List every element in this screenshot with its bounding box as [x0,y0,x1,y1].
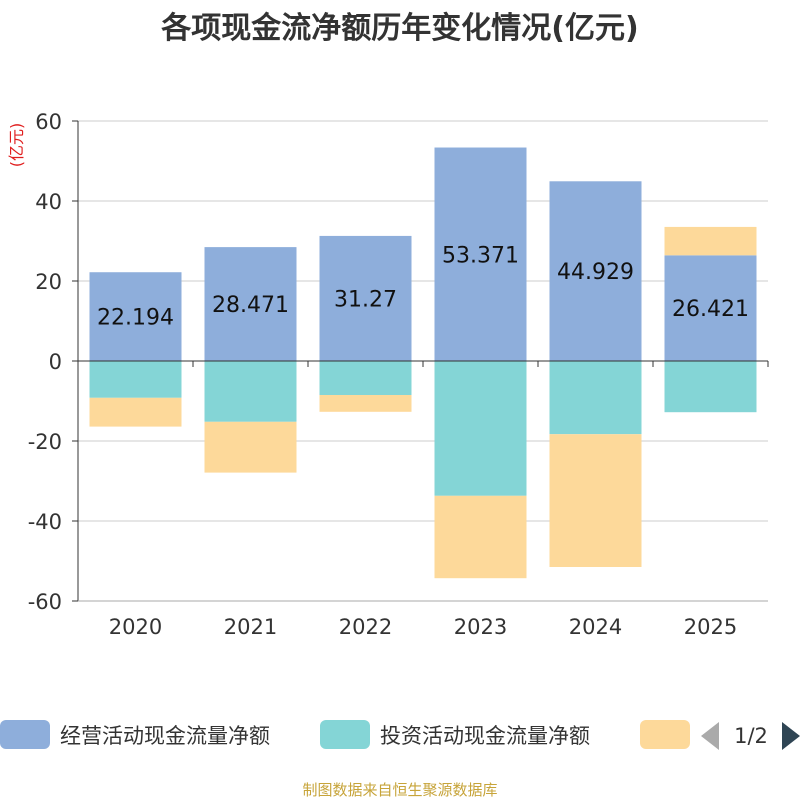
chart-title: 各项现金流净额历年变化情况(亿元) [160,11,638,46]
bar-1-2021 [204,247,297,361]
x-tick-label: 2024 [569,615,622,639]
y-tick-label: -20 [28,430,62,454]
y-axis-label: (亿元) [7,123,26,168]
data-label: 31.27 [334,287,397,312]
y-tick-label: 0 [49,350,62,374]
bar-3-2025 [664,226,757,256]
data-label: 44.929 [557,260,634,285]
data-label: 26.421 [672,297,749,322]
legend-label: 经营活动现金流量净额 [60,724,270,748]
bar-1-2023 [434,147,527,361]
bar-3-2023 [434,495,527,579]
legend-item-2[interactable]: 投资活动现金流量净额 [320,720,590,749]
legend-label: 投资活动现金流量净额 [380,724,590,748]
legend-swatch [320,720,370,749]
x-tick-label: 2021 [224,615,277,639]
bar-3-2020 [89,397,182,427]
bar-1-2022 [319,235,412,361]
data-label: 28.471 [212,293,289,318]
bar-3-2024 [549,434,642,567]
y-tick-label: 20 [35,270,62,294]
bar-1-2020 [89,272,182,361]
bar-2-2020 [89,361,182,398]
x-tick-label: 2023 [454,615,507,639]
legend-swatch [0,720,50,749]
legend-next-icon[interactable] [782,722,800,750]
legend-swatch [640,720,690,749]
bar-2-2025 [664,361,757,413]
y-tick-label: -60 [28,590,62,614]
data-label: 22.194 [97,306,174,331]
bar-1-2025 [664,255,757,361]
y-tick-label: 60 [35,110,62,134]
bar-3-2021 [204,421,297,473]
data-label: 53.371 [442,243,519,268]
bar-3-2022 [319,395,412,412]
y-tick-label: -40 [28,510,62,534]
bar-1-2024 [549,181,642,361]
legend: 经营活动现金流量净额 投资活动现金流量净额 1/2 [0,720,800,750]
bar-2-2024 [549,361,642,435]
y-tick-label: 40 [35,190,62,214]
bar-2-2022 [319,361,412,395]
legend-prev-icon[interactable] [701,722,719,750]
bars-layer: 22.194 28.471 31.27 53.371 44.929 26.421 [89,147,757,579]
axis-layer: 60 40 20 0 -20 -40 -60 2020 2021 2022 2023 2024 2025 [28,110,769,639]
legend-item-3[interactable] [640,720,690,749]
legend-page-indicator: 1/2 [734,724,768,748]
x-tick-label: 2022 [339,615,392,639]
bar-2-2023 [434,361,527,496]
source-note: 制图数据来自恒生聚源数据库 [302,781,497,799]
bar-2-2021 [204,361,297,422]
x-tick-label: 2025 [684,615,737,639]
legend-item-1[interactable]: 经营活动现金流量净额 [0,720,270,749]
x-tick-label: 2020 [109,615,162,639]
